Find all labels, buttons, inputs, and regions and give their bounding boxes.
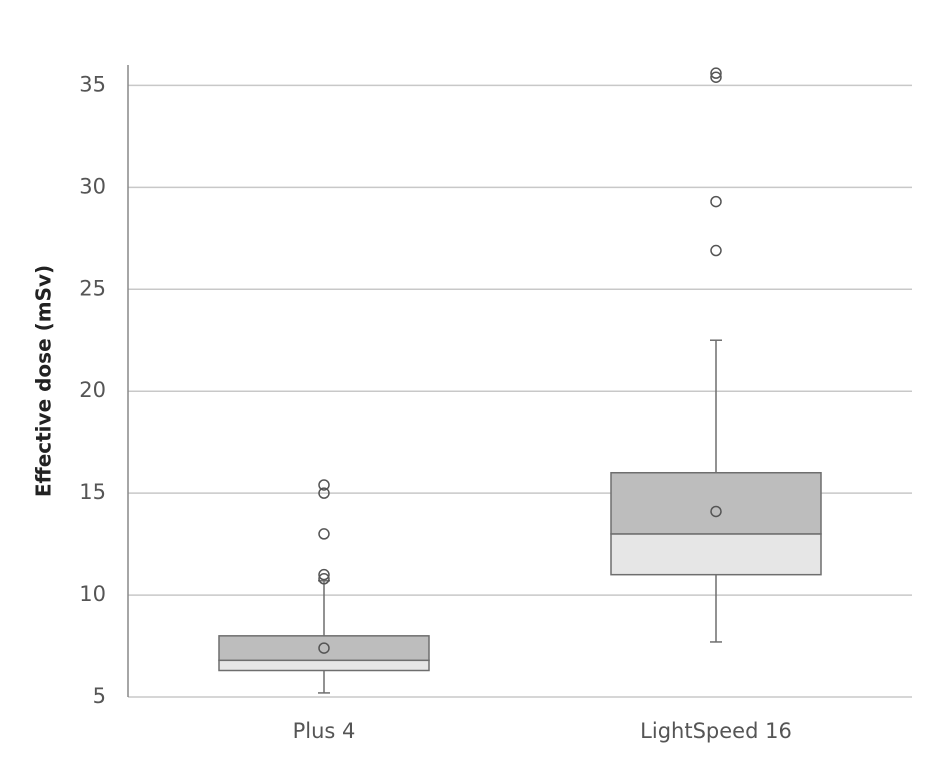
box-upper [610, 471, 822, 535]
outlier [318, 479, 330, 491]
y-tick-label: 25 [79, 276, 106, 300]
outlier [710, 71, 722, 83]
box-lower [218, 659, 430, 672]
y-tick-label: 15 [79, 480, 106, 504]
outlier [318, 568, 330, 581]
mean-marker [318, 642, 330, 654]
y-tick-label: 30 [79, 174, 106, 198]
outlier [318, 573, 330, 585]
outlier [318, 528, 330, 540]
outlier [318, 487, 330, 499]
mean-marker [710, 505, 722, 518]
y-tick-label: 10 [79, 582, 106, 606]
outlier [710, 195, 722, 208]
y-tick-label: 5 [93, 684, 106, 708]
outlier [710, 67, 722, 79]
outlier [710, 244, 722, 257]
x-tick-label: Plus 4 [293, 719, 356, 743]
y-tick-label: 35 [79, 72, 106, 96]
y-axis-label: Effective dose (mSv) [32, 265, 56, 497]
box-upper [218, 635, 430, 662]
box-lower [610, 533, 822, 576]
y-tick-label: 20 [79, 378, 106, 402]
x-tick-label: LightSpeed 16 [640, 719, 792, 743]
